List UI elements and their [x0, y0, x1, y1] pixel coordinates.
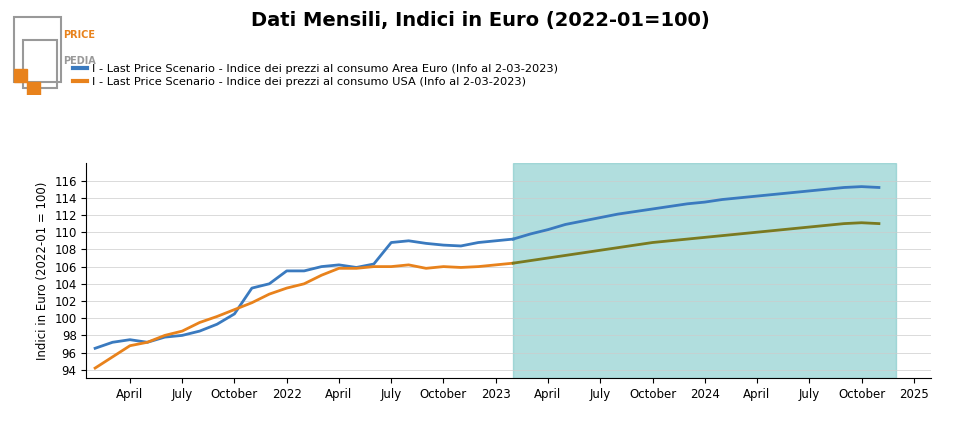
Bar [13, 69, 27, 82]
Text: Dati Mensili, Indici in Euro (2022-01=100): Dati Mensili, Indici in Euro (2022-01=10… [251, 11, 709, 30]
Bar [22, 40, 57, 88]
Y-axis label: Indici in Euro (2022-01 = 100): Indici in Euro (2022-01 = 100) [36, 182, 49, 360]
Text: PEDIA: PEDIA [63, 56, 96, 66]
Text: PRICE: PRICE [63, 30, 95, 40]
Legend: I - Last Price Scenario - Indice dei prezzi al consumo Area Euro (Info al 2-03-2: I - Last Price Scenario - Indice dei pre… [73, 64, 559, 87]
Bar [13, 17, 61, 82]
Bar [514, 163, 897, 378]
Bar [27, 82, 39, 95]
